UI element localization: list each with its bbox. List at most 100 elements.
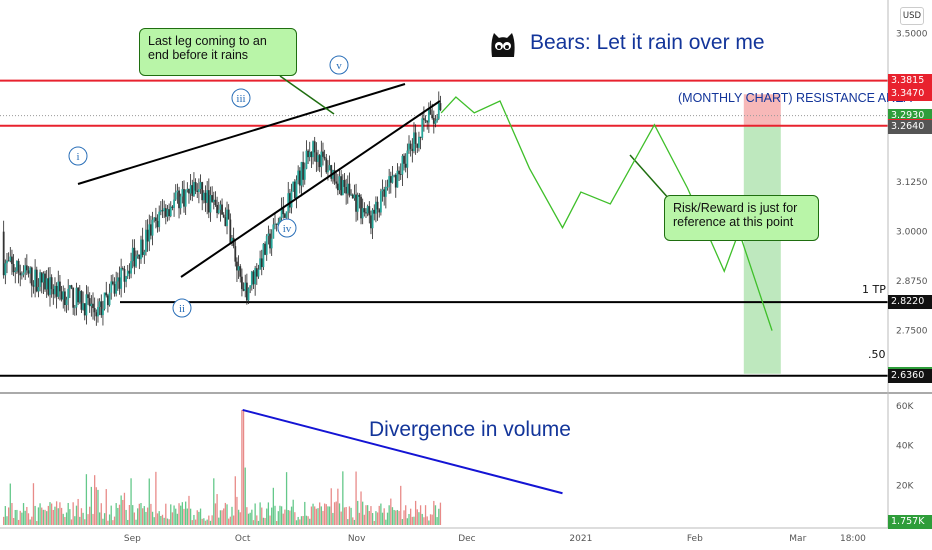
candle-body <box>88 298 91 307</box>
price-tag: 3.2640 <box>888 120 932 135</box>
candle-body <box>279 217 281 223</box>
candle-body <box>148 224 151 242</box>
candle-body <box>111 281 114 285</box>
candle-body <box>245 282 248 301</box>
candle-body <box>365 212 367 214</box>
candle-body <box>191 185 194 196</box>
candle-body <box>436 118 439 121</box>
candle-body <box>145 229 147 252</box>
candle-body <box>328 165 331 171</box>
currency-button[interactable]: USD <box>900 7 924 25</box>
candle-body <box>136 254 139 257</box>
candle-body <box>323 156 326 159</box>
candle-body <box>75 287 78 308</box>
candle-body <box>65 299 68 305</box>
candle-body <box>302 162 305 180</box>
candle-body <box>437 103 440 119</box>
fib50-label: .50 <box>868 348 886 361</box>
candle-body <box>370 215 372 229</box>
candle-body <box>375 201 377 214</box>
candle-body <box>59 281 61 292</box>
candle-body <box>161 210 164 212</box>
candle-body <box>280 207 283 218</box>
volume-divergence-line <box>242 408 563 495</box>
reward-zone <box>743 125 781 374</box>
wave-label-circle <box>277 218 297 238</box>
candle-body <box>57 281 60 297</box>
candle-body <box>92 303 94 309</box>
candle-body <box>413 132 415 152</box>
candle-body <box>325 158 328 173</box>
candle-body <box>406 150 409 168</box>
candle-body <box>14 270 17 273</box>
candle-body <box>376 201 379 210</box>
candle-body <box>141 239 144 255</box>
candle-body <box>116 277 119 282</box>
candle-body <box>222 214 225 218</box>
price-tick-label: 3.1250 <box>896 178 928 188</box>
candle-body <box>307 150 309 158</box>
candle-body <box>350 194 353 196</box>
candle-body <box>241 276 243 290</box>
volume-value-tag: 1.757K <box>888 514 932 529</box>
candle-body <box>348 183 351 196</box>
candle-body <box>40 272 43 283</box>
candle-body <box>133 247 136 267</box>
candle-body <box>78 291 81 303</box>
candle-body <box>27 270 30 274</box>
price-tick-label: 3.5000 <box>896 30 928 40</box>
candle-body <box>255 268 258 277</box>
candle-body <box>95 312 98 317</box>
candle-body <box>154 217 157 221</box>
candle-body <box>312 141 314 158</box>
candle-body <box>409 143 412 149</box>
candle-body <box>181 189 184 197</box>
candle-body <box>206 190 209 203</box>
candle-body <box>327 170 329 173</box>
candle-body <box>121 268 124 270</box>
candle-body <box>212 199 215 202</box>
candle-body <box>118 277 121 289</box>
candle-body <box>300 162 303 186</box>
candle-body <box>73 307 76 309</box>
projection-path <box>440 96 773 331</box>
candle-body <box>77 287 80 303</box>
candle-body <box>45 278 48 290</box>
candle-body <box>150 224 152 236</box>
candle-body <box>168 209 171 217</box>
last-leg-callout-text: Last leg coming to an end before it rain… <box>148 34 267 62</box>
candle-body <box>432 118 435 124</box>
volume-tick-label: 60K <box>896 402 914 412</box>
candle-body <box>102 308 104 316</box>
candle-body <box>371 209 374 229</box>
candle-body <box>244 282 247 291</box>
price-tick-label: 3.0000 <box>896 228 928 238</box>
candle-body <box>419 136 422 138</box>
candle-body <box>194 182 197 191</box>
candle-body <box>80 291 83 310</box>
candle-body <box>356 194 359 212</box>
candle-body <box>171 206 174 208</box>
candle-body <box>269 233 271 249</box>
candle-body <box>234 246 237 262</box>
volume-tick-label: 40K <box>896 442 914 452</box>
candle-body <box>298 170 301 186</box>
resistance-area-label: (MONTHLY CHART) RESISTANCE AREA <box>678 91 912 105</box>
candle-body <box>399 174 402 175</box>
candle-body <box>363 208 366 213</box>
candle-body <box>379 191 382 213</box>
candle-body <box>47 278 50 295</box>
candle-body <box>4 263 7 276</box>
candle-body <box>42 273 45 283</box>
candle-body <box>322 151 324 157</box>
candle-body <box>173 199 175 208</box>
wave-label-circle <box>329 55 349 75</box>
candle-body <box>153 217 156 220</box>
candle-body <box>19 272 22 276</box>
candle-body <box>381 189 384 192</box>
candle-body <box>272 224 275 239</box>
candle-body <box>297 170 300 181</box>
wave-label-v: v <box>336 60 342 72</box>
candle-body <box>330 165 333 179</box>
